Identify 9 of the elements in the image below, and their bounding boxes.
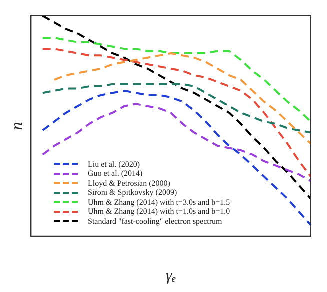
- legend-label: Lloyd & Petrosian (2000): [88, 178, 170, 188]
- legend-label: Uhm & Zhang (2014) with t=3.0s and b=1.5: [88, 198, 230, 207]
- x-axis-title: γₑ: [166, 268, 176, 285]
- legend-label: Uhm & Zhang (2014) with t=1.0s and b=1.0: [88, 207, 230, 216]
- legend-label: Guo et al. (2014): [88, 169, 143, 178]
- legend-label: Sironi & Spitkovsky (2009): [88, 188, 178, 198]
- legend-label: Standard "fast-cooling" electron spectrum: [88, 216, 222, 226]
- y-axis-title: n: [8, 122, 26, 130]
- legend-label: Liu et al. (2020): [88, 160, 140, 169]
